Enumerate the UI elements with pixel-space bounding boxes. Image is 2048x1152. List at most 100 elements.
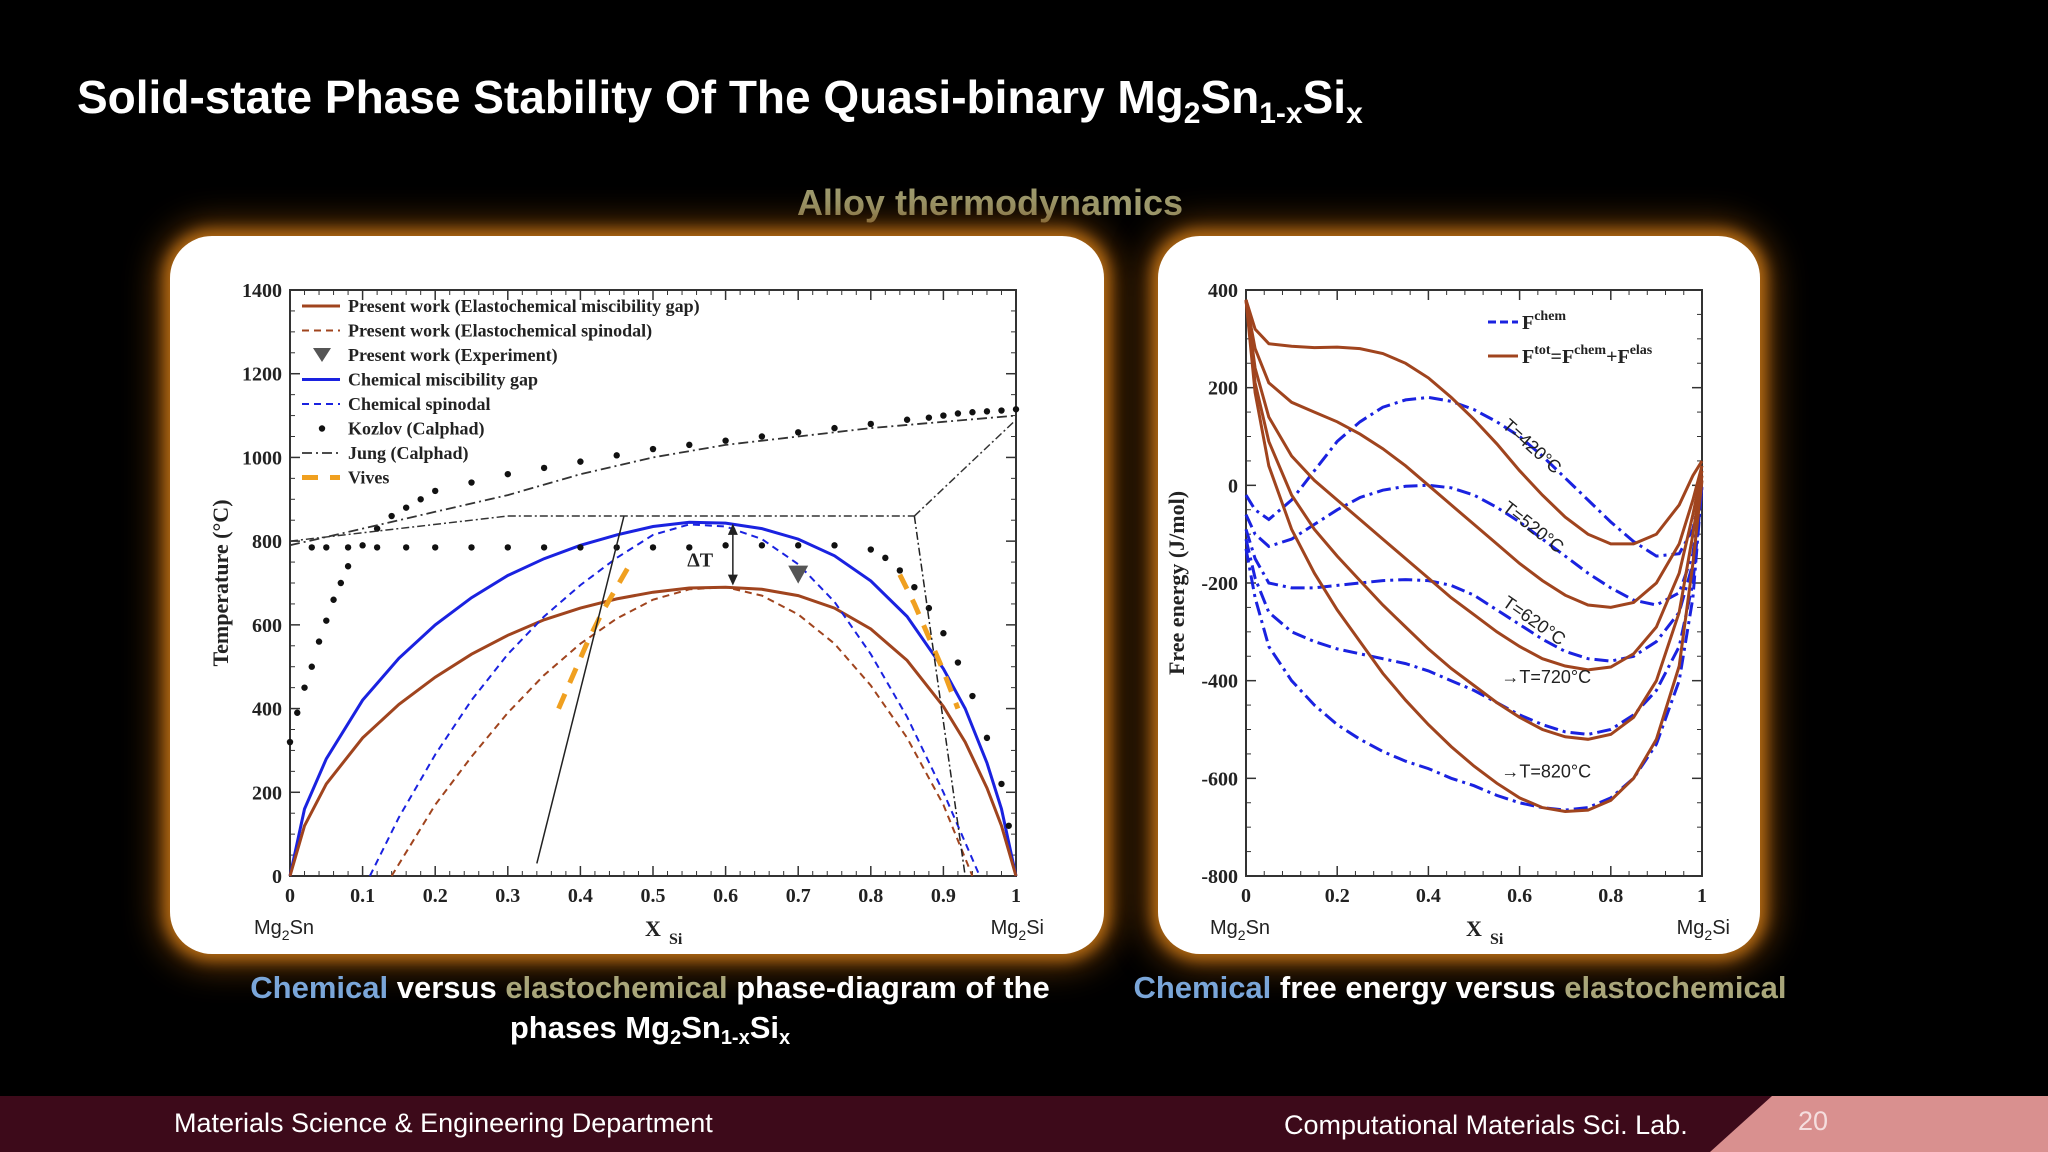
- y-tick-label: -600: [1201, 768, 1238, 790]
- series-kozlov-calphad-point: [330, 596, 337, 603]
- curve-label-t-520-c: T=520°C: [1499, 497, 1568, 557]
- y-tick-label: -800: [1201, 866, 1238, 888]
- series-kozlov-calphad-point: [373, 525, 381, 532]
- free-energy-chart: 0 0.2 0.4 0.6 0.8 1 -800 -600 -400 -200 0 200 400 X Si…: [1164, 280, 1730, 948]
- legend-jung-calphad-label: Jung (Calphad): [348, 443, 469, 464]
- series-kozlov-calphad-point: [468, 544, 475, 551]
- plot-frame: [1245, 289, 1703, 877]
- y-tick-label: 0: [272, 866, 282, 888]
- caption-right: Chemical free energy versus elastochemic…: [1133, 970, 1787, 1005]
- series-kozlov-calphad-point: [344, 563, 352, 570]
- series-kozlov-calphad-point: [373, 544, 381, 551]
- series-f-chem-t-520-c: [1244, 483, 1704, 607]
- caption-left: Chemical versus elastochemical phase-dia…: [250, 970, 1050, 1049]
- slide-title: Solid-state Phase Stability Of The Quasi…: [77, 71, 1363, 130]
- x-right-end-label: Mg2Si: [991, 917, 1044, 943]
- series-kozlov-calphad-point: [540, 544, 548, 551]
- series-kozlov-calphad-point: [940, 630, 947, 637]
- series-f-tot-t-520-c: [1244, 299, 1704, 609]
- series-kozlov-calphad-point: [882, 554, 889, 562]
- page-number-box: [1710, 1096, 2048, 1152]
- series-kozlov-calphad-point: [613, 452, 620, 459]
- series-kozlov-calphad-point: [911, 583, 918, 591]
- series-kozlov-calphad-point: [1005, 822, 1012, 829]
- series-kozlov-calphad-point: [344, 544, 352, 551]
- series-kozlov-calphad-point: [903, 416, 911, 423]
- series-kozlov-calphad-point: [831, 424, 838, 432]
- legend-present-work-elastochemical-miscibility-gap-label: Present work (Elastochemical miscibility…: [348, 296, 700, 317]
- series-kozlov-calphad-point: [432, 487, 439, 495]
- series-kozlov-calphad-point: [402, 544, 410, 551]
- page-number: 20: [1798, 1106, 1829, 1136]
- x-axis-label-sub: Si: [669, 931, 683, 948]
- series-kozlov-calphad-point: [504, 470, 511, 478]
- series-f-chem-t-720-c: [1244, 485, 1704, 736]
- series-kozlov-calphad-point: [417, 496, 424, 503]
- series-kozlov-calphad-point: [831, 542, 838, 549]
- x-left-end-label: Mg2Sn: [254, 917, 314, 943]
- x-tick-label: 0: [1241, 885, 1251, 907]
- legend-1-label: Ftot=Fchem+Felas: [1522, 343, 1653, 368]
- series-kozlov-calphad-point: [308, 544, 315, 551]
- slide-subtitle: Alloy thermodynamics: [796, 182, 1184, 223]
- series-kozlov-calphad-point: [969, 692, 976, 700]
- legend-kozlov-calphad-label: Kozlov (Calphad): [348, 419, 485, 440]
- x-tick-label: 0.9: [931, 885, 956, 907]
- series-kozlov-calphad-point: [402, 504, 410, 511]
- free-energy-panel: 0 0.2 0.4 0.6 0.8 1 -800 -600 -400 -200 0 200 400 X Si…: [1158, 236, 1760, 954]
- series-f-tot-t-720-c: [1244, 299, 1704, 741]
- x-tick-label: 0.2: [1325, 885, 1350, 907]
- x-tick-label: 0.4: [1416, 885, 1441, 907]
- y-tick-label: 200: [1208, 378, 1238, 400]
- y-tick-label: 600: [252, 615, 282, 637]
- footer-department: Materials Science & Engineering Departme…: [174, 1108, 713, 1138]
- series-kozlov-calphad-point: [896, 567, 904, 574]
- x-right-end-label: Mg2Si: [1677, 917, 1730, 943]
- series-kozlov-calphad-point: [867, 546, 874, 553]
- y-tick-label: 1000: [242, 447, 282, 469]
- y-tick-label: 400: [1208, 280, 1238, 302]
- x-tick-label: 0: [285, 885, 295, 907]
- legend-chemical-spinodal-label: Chemical spinodal: [348, 394, 491, 414]
- series-kozlov-calphad-point: [315, 638, 323, 645]
- x-tick-label: 0.6: [713, 885, 738, 907]
- series-kozlov-calphad-point: [983, 408, 991, 415]
- y-tick-label: -400: [1201, 671, 1238, 693]
- x-tick-label: 0.3: [495, 885, 520, 907]
- x-tick-label: 0.2: [423, 885, 448, 907]
- series-kozlov-calphad-point: [983, 734, 991, 742]
- footer-lab: Computational Materials Sci. Lab.: [1284, 1110, 1688, 1140]
- x-tick-label: 1: [1011, 885, 1021, 907]
- x-left-end-label: Mg2Sn: [1210, 917, 1270, 943]
- x-tick-label: 0.6: [1507, 885, 1532, 907]
- y-tick-label: 800: [252, 531, 282, 553]
- calphad-solvus-left: [536, 515, 625, 864]
- series-f-chem-t-620-c: [1244, 485, 1704, 663]
- series-present-work-experiment-point: [788, 565, 809, 584]
- y-axis-label: Temperature (°C): [208, 499, 233, 666]
- series-kozlov-calphad-point: [722, 437, 729, 444]
- x-tick-label: 0.5: [641, 885, 666, 907]
- y-tick-label: 200: [252, 782, 282, 804]
- legend-present-work-experiment-marker: [313, 348, 331, 362]
- legend-kozlov-calphad-marker: [318, 425, 326, 432]
- x-axis-label: X: [1466, 916, 1482, 941]
- series-kozlov-calphad-point: [577, 458, 584, 465]
- y-tick-label: 1400: [242, 280, 282, 302]
- phase-diagram-panel: 0 0.1 0.2 0.3 0.4 0.5 0.6 0.7 0.8 0.9 1 0 200 400 600 8…: [170, 236, 1104, 954]
- legend-present-work-experiment-label: Present work (Experiment): [348, 345, 558, 366]
- series-kozlov-calphad-point: [795, 429, 802, 436]
- series-jung-calphad: [289, 414, 1017, 547]
- series-kozlov-calphad-point: [468, 479, 475, 486]
- legend-present-work-elastochemical-spinodal-label: Present work (Elastochemical spinodal): [348, 321, 652, 342]
- series-kozlov-calphad-point: [969, 409, 976, 416]
- series-present-work-elastochemical-spinodal: [390, 586, 974, 877]
- series-kozlov-calphad-point: [294, 709, 301, 716]
- series-kozlov-calphad-point: [998, 407, 1005, 414]
- delta-t-annotation: ΔT: [687, 549, 714, 571]
- y-tick-label: 0: [1228, 475, 1238, 497]
- series-f-tot-t-420-c: [1244, 299, 1704, 546]
- series-vives-right: [897, 573, 961, 710]
- legend-0-label: Fchem: [1522, 309, 1566, 334]
- series-kozlov-calphad-point: [722, 542, 729, 549]
